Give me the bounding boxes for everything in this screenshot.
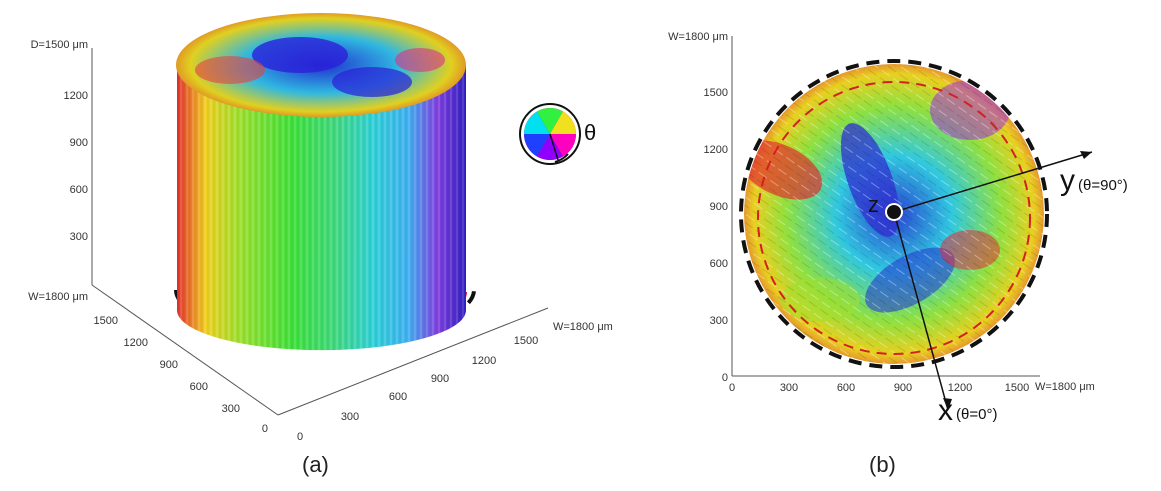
- z-axis-marker: [885, 203, 903, 221]
- tick-label: 900: [710, 201, 728, 213]
- panel-b-top-view: W=1800 μm 1500 1200 900 600 300 0 0 300 600 900 1…: [640, 0, 1161, 486]
- tick-label: 300: [70, 231, 88, 243]
- theta-symbol: θ: [584, 120, 596, 145]
- x-axis-title: W=1800 μm: [1035, 381, 1095, 393]
- inner-red-circle: [757, 81, 1031, 355]
- left-floor-axis-title: W=1800 μm: [28, 291, 88, 303]
- tick-label: 600: [70, 184, 88, 196]
- y-direction-label: y: [1060, 164, 1075, 197]
- y-direction-arrow: [893, 151, 1093, 213]
- x-direction-subscript: (θ=0°): [956, 406, 997, 423]
- tick-label: 0: [729, 382, 735, 394]
- panel-a-3d-fiber-cylinder: D=1500 μm 1200 900 600 300 W=1800 μm 1500 12…: [28, 13, 613, 477]
- y-axis-title: W=1800 μm: [668, 31, 728, 43]
- tick-label: 300: [780, 382, 798, 394]
- panel-a-figure: D=1500 μm 1200 900 600 300 W=1800 μm 1500 12…: [28, 13, 613, 443]
- orientation-color-wheel: θ: [519, 103, 596, 165]
- panel-b-caption: (b): [869, 452, 896, 477]
- theta-arrow-icon: [554, 153, 569, 163]
- tick-label: 300: [710, 315, 728, 327]
- tick-label: 0: [722, 372, 728, 384]
- tick-label: 600: [389, 391, 407, 403]
- tick-label: 300: [222, 403, 240, 415]
- tick-label: 900: [70, 137, 88, 149]
- fiber-cylinder: [176, 13, 466, 351]
- x-direction-arrow: [893, 211, 949, 411]
- z-axis-title: D=1500 μm: [31, 39, 88, 51]
- tick-label: 1200: [948, 382, 972, 394]
- tick-label: 600: [710, 258, 728, 270]
- y-direction-subscript: (θ=90°): [1078, 177, 1128, 194]
- tick-label: 900: [894, 382, 912, 394]
- tick-label: 0: [262, 423, 268, 435]
- tick-label: 1500: [514, 335, 538, 347]
- tick-label: 600: [190, 381, 208, 393]
- tick-label: 1200: [124, 337, 148, 349]
- tick-label: 300: [341, 411, 359, 423]
- outer-boundary-circle: [739, 59, 1049, 369]
- right-floor-axis-ticks: 0 300 600 900 1200 1500: [297, 335, 538, 443]
- panel-a-caption: (a): [302, 452, 329, 477]
- tick-label: 1200: [64, 90, 88, 102]
- local-axes: z y (θ=90°) x (θ=0°): [868, 151, 1128, 427]
- z-label: z: [868, 192, 879, 217]
- tick-label: 900: [160, 359, 178, 371]
- tick-label: 1500: [1005, 382, 1029, 394]
- left-floor-axis-line: [91, 284, 279, 416]
- x-direction-label: x: [938, 394, 953, 427]
- tick-label: 1200: [704, 144, 728, 156]
- tick-label: 600: [837, 382, 855, 394]
- right-floor-axis-title: W=1800 μm: [553, 321, 613, 333]
- z-axis-ticks: 1200 900 600 300: [64, 90, 88, 243]
- right-floor-axis-line: [277, 307, 549, 416]
- tick-label: 900: [431, 373, 449, 385]
- y-axis-ticks: 1500 1200 900 600 300 0: [704, 87, 728, 384]
- tick-label: 1500: [704, 87, 728, 99]
- x-axis-ticks: 0 300 600 900 1200 1500: [729, 382, 1029, 394]
- left-floor-axis-ticks: 1500 1200 900 600 300 0: [94, 315, 268, 435]
- tick-label: 1500: [94, 315, 118, 327]
- tick-label: 0: [297, 431, 303, 443]
- tick-label: 1200: [472, 355, 496, 367]
